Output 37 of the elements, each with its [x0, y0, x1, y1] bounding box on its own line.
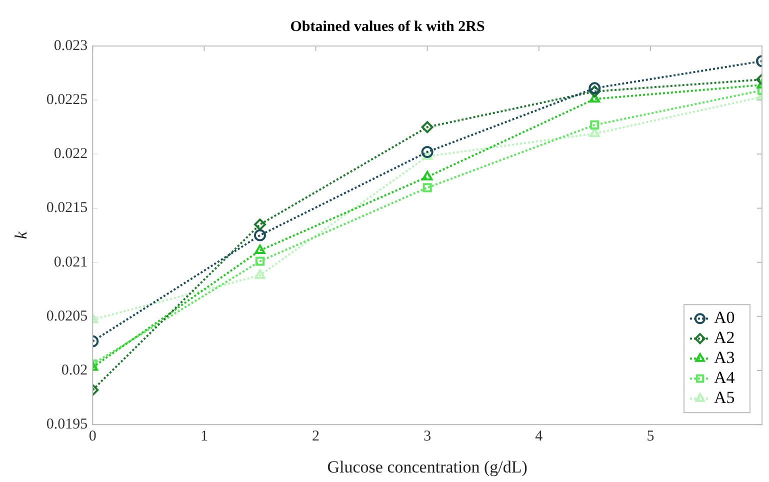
point — [588, 85, 601, 98]
legend-label: A5 — [714, 388, 735, 408]
point — [254, 244, 266, 254]
legend-label: A0 — [714, 308, 735, 328]
x-tick-label: 3 — [424, 428, 432, 445]
point — [421, 121, 434, 134]
point — [254, 218, 266, 230]
y-tick-label: 0.0215 — [46, 200, 88, 216]
point — [588, 82, 601, 94]
point — [421, 146, 434, 158]
legend-label: A4 — [714, 368, 736, 388]
point — [254, 229, 266, 242]
y-tick-label: 0.023 — [54, 38, 88, 54]
y-tick-label: 0.0205 — [46, 308, 88, 324]
y-axis-title: k — [12, 231, 31, 240]
legend-label: A3 — [714, 348, 735, 368]
point — [590, 120, 600, 130]
point — [254, 269, 266, 279]
y-tick-label: 0.0195 — [46, 416, 88, 433]
y-tick-label: 0.02 — [61, 362, 88, 378]
point — [589, 93, 600, 103]
point — [422, 170, 433, 180]
legend-label: A2 — [714, 328, 735, 348]
point — [589, 128, 600, 138]
y-tick-label: 0.0225 — [46, 92, 88, 108]
point — [422, 150, 433, 160]
point — [255, 256, 265, 266]
x-axis-title: Glucose concentration (g/dL) — [327, 457, 528, 476]
x-tick-label: 5 — [646, 428, 654, 445]
x-tick-label: 0 — [88, 428, 96, 445]
y-tick-label: 0.021 — [54, 254, 88, 270]
x-tick-label: 2 — [312, 428, 320, 445]
x-tick-label: 1 — [200, 428, 208, 445]
point — [422, 183, 432, 192]
y-tick-label: 0.022 — [54, 146, 88, 162]
x-tick-label: 4 — [535, 428, 544, 445]
chart-title: Obtained values of k with 2RS — [290, 18, 485, 35]
